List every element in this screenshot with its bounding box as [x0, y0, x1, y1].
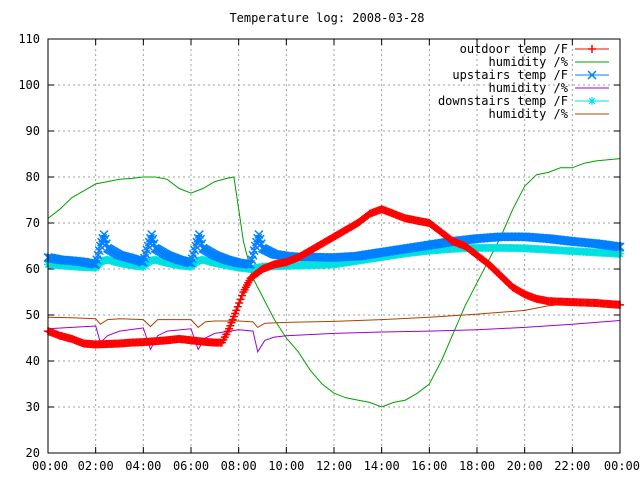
x-tick-label: 22:00 [554, 459, 590, 473]
legend-label: humidity /% [489, 107, 569, 121]
series-6-line [47, 300, 621, 329]
series-4-line [47, 320, 621, 354]
y-axis: 20 30 40 50 60 70 80 90 100 110 [18, 32, 620, 460]
series-1-point [238, 291, 247, 300]
y-tick-label: 70 [26, 216, 40, 230]
legend-label: humidity /% [489, 55, 569, 69]
legend-marker [588, 45, 596, 53]
x-tick-label: 08:00 [221, 459, 257, 473]
x-tick-label: 20:00 [507, 459, 543, 473]
series-3 [43, 229, 625, 269]
y-tick-label: 20 [26, 446, 40, 460]
x-tick-label: 02:00 [78, 459, 114, 473]
legend-label: downstairs temp /F [438, 94, 568, 108]
legend-marker [588, 97, 596, 105]
series-2-line [47, 158, 621, 408]
legend-label: humidity /% [489, 81, 569, 95]
y-tick-label: 30 [26, 400, 40, 414]
x-tick-label: 10:00 [268, 459, 304, 473]
x-tick-label: 00:00 [32, 459, 68, 473]
y-tick-label: 110 [18, 32, 40, 46]
series-4 [47, 320, 621, 354]
legend-label: outdoor temp /F [460, 42, 568, 56]
series-1-point [236, 295, 245, 304]
x-axis: 00:00 02:00 04:00 06:00 08:00 10:00 12:00 14:00… [32, 39, 640, 473]
x-tick-label: 14:00 [364, 459, 400, 473]
y-tick-label: 60 [26, 262, 40, 276]
series-2 [47, 158, 621, 408]
y-tick-label: 80 [26, 170, 40, 184]
series-1-point [233, 302, 242, 311]
x-tick-label: 16:00 [411, 459, 447, 473]
legend-marker [587, 70, 597, 80]
y-tick-label: 100 [18, 78, 40, 92]
series-1-point [235, 299, 244, 308]
series-3-point [89, 259, 99, 269]
x-tick-label: 00:00 [604, 459, 640, 473]
x-tick-label: 12:00 [316, 459, 352, 473]
series-3-point [614, 242, 624, 252]
legend-label: upstairs temp /F [452, 68, 568, 82]
plot-border [47, 38, 621, 454]
series-1 [44, 205, 624, 349]
plot-area [43, 158, 625, 408]
series-5 [44, 243, 624, 273]
x-tick-label: 04:00 [125, 459, 161, 473]
x-tick-label: 06:00 [173, 459, 209, 473]
series-3-point [244, 259, 254, 269]
y-tick-label: 90 [26, 124, 40, 138]
series-1-point [232, 306, 241, 315]
x-tick-label: 18:00 [459, 459, 495, 473]
series-6 [47, 300, 621, 329]
y-tick-label: 40 [26, 354, 40, 368]
chart-title: Temperature log: 2008-03-28 [229, 11, 424, 25]
y-tick-label: 50 [26, 308, 40, 322]
